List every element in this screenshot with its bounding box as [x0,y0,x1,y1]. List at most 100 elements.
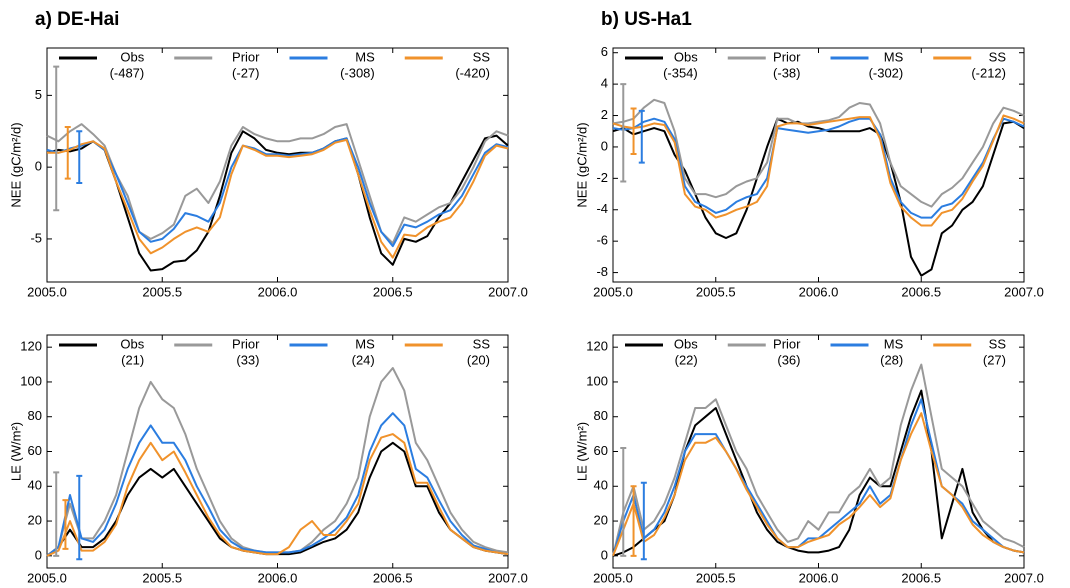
x-tick-label: 2005.5 [696,570,736,585]
error-bar [62,499,69,550]
y-tick-label: 20 [28,512,42,527]
legend-label: SS [989,336,1007,351]
plot-frame [612,47,1025,283]
series-line [612,98,1025,208]
legend-note: (28) [880,352,903,367]
x-tick-label: 2007.0 [488,570,528,585]
x-tick-label: 2006.0 [258,570,298,585]
series-line [612,117,1025,219]
legend-note: (-212) [971,65,1006,80]
series-line [46,412,509,557]
legend-note: (-354) [663,65,698,80]
y-axis-label: NEE (gC/m²/d) [8,122,23,207]
x-tick-label: 2005.5 [142,284,182,299]
series-line [46,123,509,245]
x-tick-label: 2005.5 [696,284,736,299]
panel: LE (W/m²) 0 20 40 60 80 100 120 2005.0 2005.5 2006… [8,334,528,585]
error-bar [620,447,627,557]
panel: b) US-Ha1 NEE (gC/m²/d) -8 -6 -4 -2 0 2 4 6 2005.0… [574,9,1043,299]
y-tick-label: 5 [35,87,42,102]
legend-label: Obs [674,336,698,351]
y-tick-label: 4 [601,76,608,91]
legend-label: MS [355,336,375,351]
x-tick-label: 2005.0 [27,570,67,585]
y-tick-label: 0 [35,547,42,562]
y-tick-label: 100 [20,373,42,388]
y-tick-label: 100 [586,373,608,388]
legend-label: Obs [674,49,698,64]
error-bar [76,474,83,561]
error-bar [53,471,60,557]
series-line [612,389,1025,557]
error-bar [620,83,627,183]
plot-frame [612,334,1025,569]
x-tick-label: 2006.5 [901,284,941,299]
legend-note: (20) [467,352,490,367]
legend-label: SS [473,49,491,64]
y-tick-label: 6 [601,44,608,59]
y-tick-label: 40 [594,478,608,493]
legend-label: Prior [773,336,801,351]
y-tick-label: 60 [594,443,608,458]
panel-title: a) DE-Hai [35,9,119,30]
legend-note: (36) [777,352,800,367]
x-tick-label: 2005.0 [593,570,633,585]
x-tick-label: 2007.0 [1004,570,1044,585]
series-line [46,130,509,272]
legend-label: MS [884,336,904,351]
legend-note: (-487) [110,65,145,80]
error-bar [630,107,637,156]
y-tick-label: 2 [601,107,608,122]
y-tick-label: -8 [596,264,608,279]
legend-note: (27) [983,352,1006,367]
series-line [46,137,509,248]
legend-note: (33) [236,352,259,367]
error-bar [53,65,60,212]
y-tick-label: 120 [20,339,42,354]
y-tick-label: 40 [28,478,42,493]
x-tick-label: 2005.0 [27,284,67,299]
y-tick-label: 60 [28,443,42,458]
series-line [47,138,509,259]
legend-label: SS [473,336,491,351]
legend-label: MS [884,49,904,64]
x-tick-label: 2006.5 [901,570,941,585]
legend-note: (-302) [869,65,904,80]
x-tick-label: 2007.0 [488,284,528,299]
panel-title: b) US-Ha1 [601,9,692,30]
y-tick-label: 20 [594,512,608,527]
y-tick-label: -6 [596,233,608,248]
series-line [46,367,509,557]
panel: a) DE-Hai NEE (gC/m²/d) -5 0 5 2005.0 2005.5 20… [8,9,527,299]
legend-label: Obs [120,336,144,351]
x-tick-label: 2005.5 [142,570,182,585]
series-line [612,412,1025,557]
series-line [612,363,1025,557]
y-axis-label: LE (W/m²) [574,422,589,481]
error-bar [640,481,647,561]
legend-label: Prior [773,49,801,64]
legend-label: Prior [232,49,260,64]
y-tick-label: -2 [596,170,608,185]
y-axis-label: NEE (gC/m²/d) [574,122,589,207]
error-bar [76,130,83,184]
x-tick-label: 2006.0 [799,570,839,585]
series-line [612,114,1025,227]
legend-note: (-308) [340,65,375,80]
legend-label: Obs [120,49,144,64]
legend-label: MS [355,49,375,64]
x-tick-label: 2006.0 [799,284,839,299]
error-bar [638,109,645,164]
x-tick-label: 2006.5 [373,570,413,585]
x-tick-label: 2006.5 [373,284,413,299]
y-tick-label: -5 [30,230,42,245]
legend-note: (-420) [455,65,490,80]
error-bar [630,485,637,557]
x-tick-label: 2007.0 [1004,284,1044,299]
y-tick-label: 0 [601,138,608,153]
y-axis-label: LE (W/m²) [8,422,23,481]
legend-note: (21) [121,352,144,367]
x-tick-label: 2005.0 [593,284,633,299]
x-tick-label: 2006.0 [258,284,298,299]
